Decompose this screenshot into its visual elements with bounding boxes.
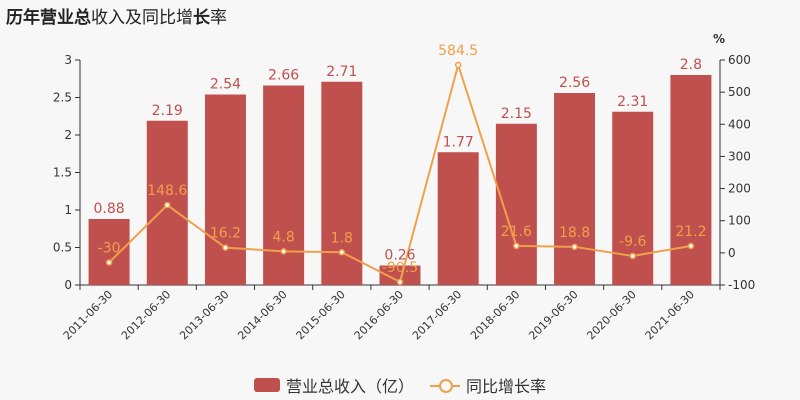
legend-line-swatch xyxy=(430,378,460,393)
growth-point xyxy=(105,259,113,266)
legend-growth-label: 同比增长率 xyxy=(466,377,547,396)
revenue-bar xyxy=(437,152,479,285)
revenue-bar-label: 2.66 xyxy=(268,68,299,84)
title-part-1: 历年 xyxy=(6,8,40,28)
growth-point xyxy=(280,248,287,255)
legend-bar-swatch xyxy=(253,378,280,392)
x-axis-tick-label: 2011-06-30 xyxy=(61,288,115,342)
x-axis-tick-label: 2018-06-30 xyxy=(468,288,522,342)
x-axis-tick-label: 2012-06-30 xyxy=(119,288,173,342)
revenue-bar xyxy=(670,75,712,285)
growth-point-label: -90.5 xyxy=(382,260,418,276)
growth-point xyxy=(338,249,346,256)
title-part-2: 营业总 xyxy=(40,8,91,28)
right-axis-tick-label: 300 xyxy=(728,149,751,163)
x-axis-tick-label: 2013-06-30 xyxy=(177,288,231,342)
legend: 营业总收入（亿） 同比增长率 xyxy=(0,373,800,397)
x-axis-tick-label: 2016-06-30 xyxy=(352,288,406,342)
right-axis-tick-label: 200 xyxy=(728,182,751,196)
revenue-bar-label: 2.15 xyxy=(501,106,532,122)
right-axis-tick-label: 100 xyxy=(728,214,751,228)
right-axis-unit: % xyxy=(713,32,725,46)
legend-item-growth[interactable]: 同比增长率 xyxy=(430,373,546,397)
revenue-bar-label: 0.88 xyxy=(94,201,125,217)
growth-point-label: 21.2 xyxy=(675,224,706,240)
growth-point xyxy=(222,244,229,251)
revenue-bar xyxy=(554,93,596,285)
x-axis-tick-label: 2017-06-30 xyxy=(410,288,464,342)
left-axis-tick-label: 1 xyxy=(64,203,72,217)
growth-point-label: 148.6 xyxy=(147,183,187,199)
revenue-bar xyxy=(204,94,246,285)
right-axis-tick-label: 500 xyxy=(728,85,751,99)
growth-point xyxy=(687,242,695,250)
x-axis-tick-label: 2021-06-30 xyxy=(643,288,697,342)
growth-point-label: 1.8 xyxy=(331,230,353,246)
growth-point-label: 584.5 xyxy=(438,43,478,59)
growth-point xyxy=(629,252,636,260)
legend-revenue-label: 营业总收入（亿） xyxy=(285,377,414,396)
left-axis-tick-label: 2.5 xyxy=(53,91,72,105)
growth-point-label: -30 xyxy=(98,241,121,257)
growth-point-label: 18.8 xyxy=(559,225,590,241)
growth-point xyxy=(513,242,520,250)
revenue-bar-label: 2.31 xyxy=(617,94,648,110)
x-axis-tick-label: 2020-06-30 xyxy=(584,288,638,342)
left-axis-tick-label: 3 xyxy=(64,53,72,67)
growth-point xyxy=(454,61,462,69)
right-axis-tick-label: 0 xyxy=(728,246,736,260)
x-axis-tick-label: 2014-06-30 xyxy=(235,288,289,342)
growth-point-label: -9.6 xyxy=(619,234,646,250)
revenue-bar xyxy=(88,219,130,285)
right-axis-tick-label: 600 xyxy=(728,53,751,67)
revenue-bar xyxy=(379,265,421,285)
revenue-bar-label: 1.77 xyxy=(443,134,474,150)
revenue-bar-label: 2.71 xyxy=(326,64,357,80)
left-axis-tick-label: 1.5 xyxy=(53,166,72,180)
revenue-bar xyxy=(263,85,305,285)
x-axis-tick-label: 2019-06-30 xyxy=(526,288,580,342)
title-part-5: 率 xyxy=(210,8,227,28)
revenue-bar-label: 2.56 xyxy=(559,75,590,91)
chart-title: 历年营业总收入及同比增长率 xyxy=(6,3,227,28)
title-part-3: 收入及同比增 xyxy=(91,8,193,28)
left-axis-tick-label: 2 xyxy=(64,128,72,142)
growth-point-label: 4.8 xyxy=(273,229,295,245)
growth-point-label: 16.2 xyxy=(210,226,241,242)
revenue-bar-label: 2.54 xyxy=(210,77,241,93)
left-axis-tick-label: 0.5 xyxy=(53,241,72,255)
legend-item-revenue[interactable]: 营业总收入（亿） xyxy=(253,373,414,397)
revenue-bar-label: 2.8 xyxy=(680,57,702,73)
left-axis-tick-label: 0 xyxy=(64,278,72,292)
revenue-bar-label: 2.19 xyxy=(152,103,183,119)
title-part-4: 长 xyxy=(193,8,210,28)
growth-point xyxy=(164,201,171,209)
revenue-bar-label: 0.26 xyxy=(384,248,415,264)
growth-point-label: 21.6 xyxy=(501,224,532,240)
growth-point xyxy=(571,243,578,251)
x-axis-tick-label: 2015-06-30 xyxy=(294,288,348,342)
right-axis-tick-label: -100 xyxy=(728,278,755,292)
growth-point xyxy=(396,278,404,286)
right-axis-tick-label: 400 xyxy=(728,117,751,131)
